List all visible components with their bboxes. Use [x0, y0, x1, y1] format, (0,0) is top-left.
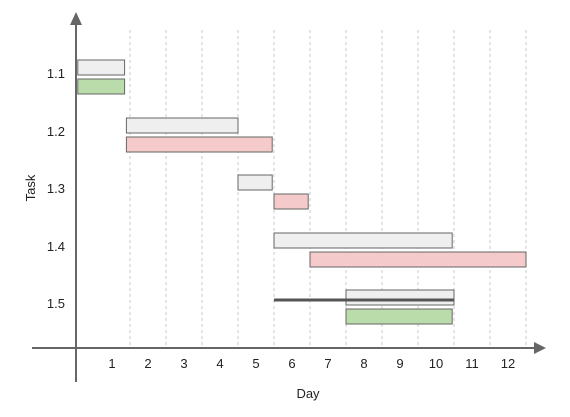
- x-tick-label: 7: [324, 356, 331, 371]
- x-tick-labels: 1 2 3 4 5 6 7 8 9 10 11 12: [108, 356, 515, 371]
- task-bar-1-4-planned: [273, 232, 453, 249]
- task-bars: [77, 59, 527, 325]
- task-bar-1-4-late: [309, 251, 527, 268]
- y-axis-title: Task: [23, 174, 38, 201]
- x-tick-label: 8: [360, 356, 367, 371]
- y-tick-label: 1.1: [47, 66, 65, 81]
- task-bar-1-3-late: [273, 193, 309, 210]
- y-tick-label: 1.4: [47, 239, 65, 254]
- y-axis-arrow-icon: [70, 12, 82, 25]
- x-tick-label: 1: [108, 356, 115, 371]
- task-bar-1-2-late: [125, 136, 273, 153]
- task-bar-1-3-planned: [237, 174, 273, 191]
- x-axis-arrow-icon: [534, 342, 546, 354]
- task-bar-1-1-planned: [77, 59, 126, 76]
- axes: [32, 12, 546, 382]
- x-tick-label: 9: [396, 356, 403, 371]
- y-tick-labels: 1.1 1.2 1.3 1.4 1.5: [47, 66, 65, 311]
- task-bar-1-5-planned: [345, 289, 455, 306]
- x-tick-label: 11: [465, 356, 479, 371]
- x-tick-label: 12: [501, 356, 515, 371]
- x-tick-label: 3: [180, 356, 187, 371]
- x-tick-label: 6: [288, 356, 295, 371]
- x-tick-label: 2: [144, 356, 151, 371]
- x-axis-title: Day: [296, 386, 320, 401]
- task-bar-1-2-planned: [125, 117, 239, 134]
- x-tick-label: 5: [252, 356, 259, 371]
- y-tick-label: 1.3: [47, 181, 65, 196]
- y-tick-label: 1.5: [47, 296, 65, 311]
- y-tick-label: 1.2: [47, 124, 65, 139]
- task-bar-1-5-on-time: [345, 308, 453, 325]
- task-bar-1-1-on-time: [77, 78, 126, 95]
- x-tick-label: 10: [429, 356, 443, 371]
- x-tick-label: 4: [216, 356, 223, 371]
